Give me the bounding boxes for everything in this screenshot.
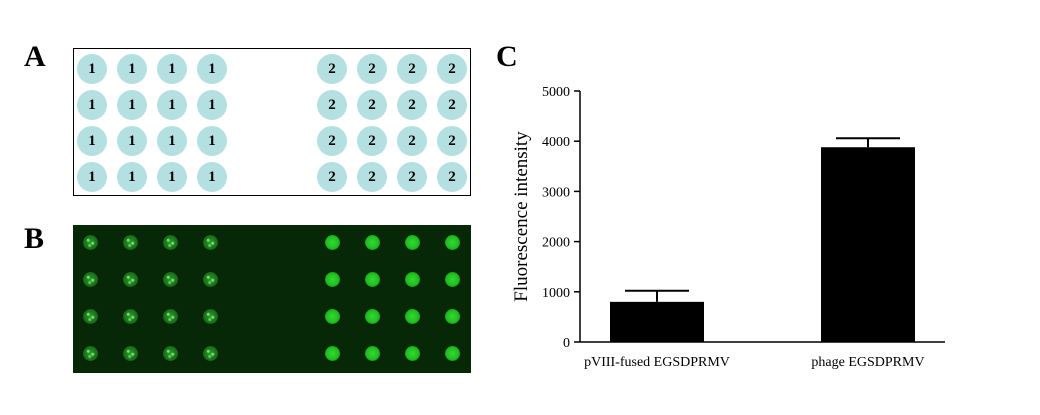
y-axis-label: Fluorescence intensity xyxy=(511,131,532,302)
fluorescent-spot xyxy=(365,235,380,250)
spot-layout-cell: 1 xyxy=(77,90,107,120)
fluorescent-spot xyxy=(445,235,460,250)
spot-layout-cell: 2 xyxy=(317,54,347,84)
fluorescent-spot xyxy=(445,346,460,361)
spot-layout-cell: 1 xyxy=(157,90,187,120)
y-tick-label: 3000 xyxy=(542,185,570,200)
fluorescent-spot xyxy=(123,272,138,287)
bar xyxy=(821,147,915,342)
fluorescent-spot xyxy=(203,346,218,361)
fluorescent-spot xyxy=(203,235,218,250)
spot-layout-cell: 1 xyxy=(197,90,227,120)
spot-layout-cell: 2 xyxy=(397,126,427,156)
panel-b-label: B xyxy=(24,222,45,255)
fluorescent-spot xyxy=(445,272,460,287)
x-category-label: pVIII-fused EGSDPRMV xyxy=(584,355,730,370)
fluorescent-spot xyxy=(405,272,420,287)
spot-layout-cell: 2 xyxy=(397,54,427,84)
spot-layout-cell: 1 xyxy=(117,90,147,120)
spot-layout-cell: 1 xyxy=(157,54,187,84)
y-tick-label: 4000 xyxy=(542,135,570,150)
fluorescent-spot xyxy=(405,346,420,361)
panel-a-label: A xyxy=(24,40,46,73)
panel-c-label: C xyxy=(496,40,518,73)
fluorescent-spot xyxy=(163,309,178,324)
spot-layout-cell: 2 xyxy=(317,90,347,120)
fluorescent-spot xyxy=(203,272,218,287)
spot-layout-cell: 2 xyxy=(317,162,347,192)
spot-layout-cell: 1 xyxy=(157,126,187,156)
spot-layout-cell: 1 xyxy=(77,54,107,84)
y-tick-label: 1000 xyxy=(542,286,570,301)
fluorescent-spot xyxy=(405,235,420,250)
spot-layout-cell: 2 xyxy=(397,162,427,192)
fluorescent-spot xyxy=(325,346,340,361)
fluorescent-spot xyxy=(163,272,178,287)
fluorescent-spot xyxy=(365,346,380,361)
x-category-label: phage EGSDPRMV xyxy=(811,355,924,370)
fluorescent-spot xyxy=(445,309,460,324)
fluorescent-spot xyxy=(83,235,98,250)
fluorescent-spot xyxy=(325,272,340,287)
fluorescent-spot xyxy=(325,309,340,324)
fluorescent-spot xyxy=(365,272,380,287)
fluorescent-spot xyxy=(163,235,178,250)
spot-layout-cell: 2 xyxy=(357,54,387,84)
fluorescent-spot xyxy=(203,309,218,324)
fluorescent-spot xyxy=(163,346,178,361)
spot-layout-cell: 1 xyxy=(197,54,227,84)
fluorescent-spot xyxy=(83,346,98,361)
fluorescent-spot xyxy=(405,309,420,324)
spot-layout-cell: 1 xyxy=(77,162,107,192)
y-tick-label: 2000 xyxy=(542,236,570,251)
fluorescent-spot xyxy=(83,309,98,324)
spot-layout-cell: 1 xyxy=(197,162,227,192)
spot-layout-cell: 1 xyxy=(117,54,147,84)
spot-layout-cell: 2 xyxy=(437,54,467,84)
fluorescent-spot xyxy=(123,346,138,361)
bar xyxy=(610,301,704,342)
fluorescence-bar-chart: 0 1000 2000 3000 4000 5000 Fluorescence intens… xyxy=(511,85,945,370)
spot-layout-cell: 2 xyxy=(437,90,467,120)
spot-layout-cell: 2 xyxy=(437,162,467,192)
spot-layout-cell: 1 xyxy=(77,126,107,156)
fluorescent-spot xyxy=(325,235,340,250)
spot-layout-cell: 2 xyxy=(317,126,347,156)
spot-layout-cell: 1 xyxy=(157,162,187,192)
spot-layout-cell: 2 xyxy=(357,90,387,120)
fluorescent-spot xyxy=(123,309,138,324)
fluorescent-spot xyxy=(123,235,138,250)
spot-layout-cell: 2 xyxy=(357,162,387,192)
fluorescent-spot xyxy=(365,309,380,324)
fluorescent-spot xyxy=(83,272,98,287)
spot-layout-cell: 2 xyxy=(397,90,427,120)
spot-layout-cell: 2 xyxy=(437,126,467,156)
spot-layout-cell: 2 xyxy=(357,126,387,156)
y-tick-label: 0 xyxy=(563,336,570,351)
fluorescence-array-image xyxy=(73,225,471,373)
y-tick-label: 5000 xyxy=(542,85,570,100)
spot-layout-cell: 1 xyxy=(117,162,147,192)
spot-layout-cell: 1 xyxy=(197,126,227,156)
spot-layout-cell: 1 xyxy=(117,126,147,156)
